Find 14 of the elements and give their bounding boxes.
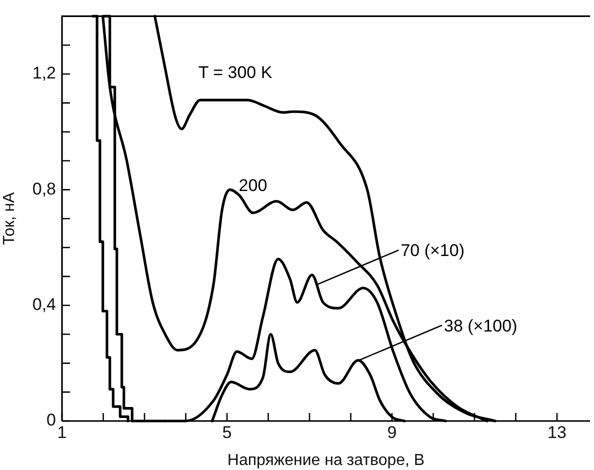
y-axis-title: Ток, нА (1, 192, 18, 246)
x-tick-label: 1 (57, 422, 67, 442)
y-tick-label: 0,8 (32, 179, 56, 198)
annotation: 70 (×10) (400, 241, 464, 260)
x-tick-label: 13 (548, 422, 566, 442)
x-tick-label: 5 (222, 422, 232, 442)
y-tick-label: 1,2 (32, 64, 56, 83)
annotation: T = 300 K (198, 63, 273, 82)
x-tick-label: 9 (387, 422, 397, 442)
y-tick-label: 0,4 (32, 295, 56, 314)
annotation: 200 (238, 176, 268, 195)
annotation: 38 (×100) (444, 316, 518, 336)
x-axis-title: Напряжение на затворе, В (227, 452, 425, 469)
y-tick-label: 0 (46, 410, 56, 430)
